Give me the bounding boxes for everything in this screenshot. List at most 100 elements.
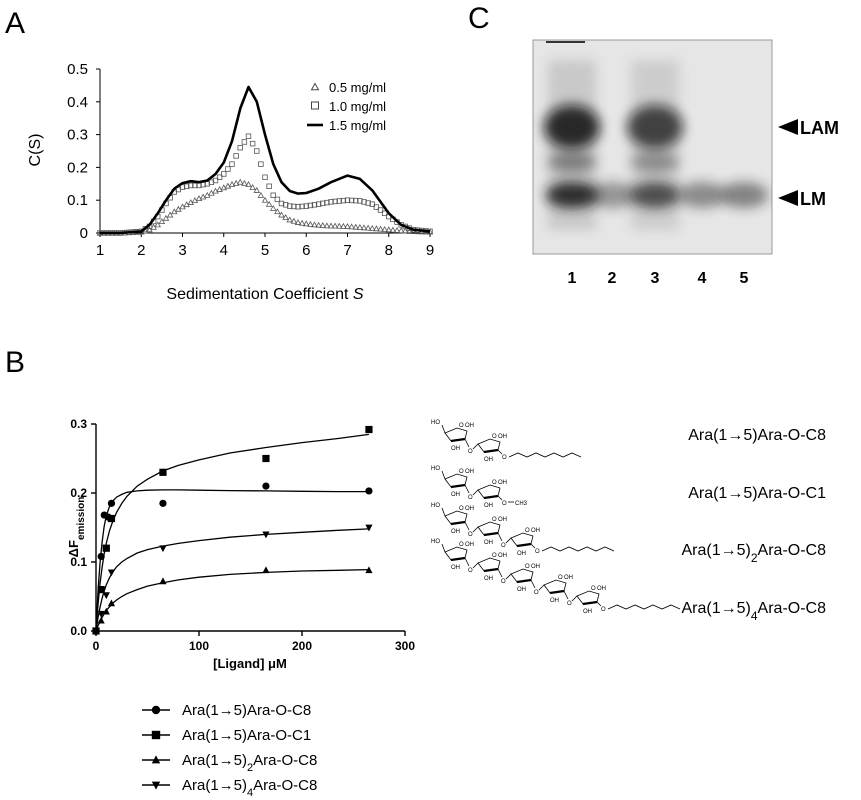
glycosidic-bond [505,537,512,544]
panel-a-data-point [307,202,314,209]
panel-a-legend-marker [310,82,320,91]
panel-a-data-point [269,204,277,211]
panel-a-data-point [261,196,269,203]
hydroxyl-label: OH [517,587,526,593]
panel-a-data-point [245,133,252,139]
glycosidic-bond [505,573,512,580]
panel-a-data-point [212,187,219,194]
panel-a-data-point [340,222,347,229]
panel-b-legend-label: Ara(1→5)4Ara-O-C8 [182,777,317,799]
sugar-ring [576,590,600,605]
gel-image: 1 2 3 4 5 LAM LM [532,39,839,287]
aglycone-bond [497,449,503,455]
panel-label-a: A [5,7,25,40]
hydroxyl-label: OH [465,506,474,512]
panel-a-data-point [208,179,215,185]
panel-a-data-point [290,217,298,224]
panel-a-data-point [389,226,397,233]
panel-b-data-point [159,468,167,476]
hydroxyl-label: OH [498,480,507,486]
panel-a-data-point [311,221,318,228]
sugar-ring [444,510,468,525]
panel-b-data-point [97,586,105,594]
glycosidic-bond [571,595,578,602]
panel-a-data-point [241,139,248,145]
panel-a-legend-label: 1.5 mg/ml [329,118,386,133]
hydroxyl-label: OH [451,529,460,535]
glycosidic-bond [472,443,479,450]
panel-a-legend-marker [311,101,319,110]
panel-a-data-point [397,227,405,234]
hydroxyl-label: OH [597,586,606,592]
aglycone-oxygen-label: O [502,455,507,461]
panel-b-y-axis-label: ΔFemission [66,497,87,558]
panel-b-legend-marker [151,705,161,715]
panel-a-data-point [216,185,223,192]
hydroxyl-label: OH [550,598,559,604]
hydroxyl-label: OH [564,575,573,581]
gel-band-lam [627,105,683,149]
panel-a-data-point [224,182,232,189]
panel-a-data-point [287,203,293,209]
sugar-ring-bold-edge [450,556,466,562]
panel-a-data-point [302,220,310,227]
panel-a-x-tick-label: 6 [302,242,310,259]
hydroxyl-label: OH [465,542,474,548]
panel-a-x-tick-label: 2 [137,242,145,259]
hydroxyl-label: OH [498,434,507,440]
gel-band-lm [678,182,726,208]
glycosidic-bond [530,579,536,589]
panel-a-data-point [298,219,306,226]
panel-b-data-point [262,566,270,574]
gel-band-intermediate [548,152,596,172]
panel-b-data-point [97,616,105,624]
panel-a-data-point [340,197,347,204]
panel-a-data-point [410,228,417,234]
glycosidic-bond [472,562,479,569]
gel-bands [544,60,769,230]
gel-band-lm-arrow [778,190,798,206]
chemical-structures: OOHOHHOOOOHOHOAra(1→5)Ara-O-C8OOHOHHOOOO… [431,420,826,623]
glycosidic-bond [497,568,503,578]
panel-a-data-point [331,222,339,229]
panel-b-y-axis-label-text: ΔF [66,540,81,557]
panel-a-data-point [254,148,260,154]
ring-oxygen-label: O [492,434,497,440]
panel-a-data-point [258,161,264,167]
panel-a-data-point [241,179,248,186]
sugar-ring-bold-edge [516,578,532,584]
linkage-oxygen-label: O [468,532,473,538]
panel-b-legend-label: Ara(1→5)Ara-O-C1 [182,727,311,744]
panel-a-data-point [274,196,281,203]
octyl-chain [607,604,681,610]
hydroxyl-label: OH [531,528,540,534]
panel-a-data-point [401,227,409,234]
panel-a-data-point [162,214,170,221]
linkage-oxygen-label: O [468,568,473,574]
panel-a-data-point [192,182,198,189]
sugar-ring-bold-edge [582,600,598,606]
panel-b-x-axis-unit: μM [268,656,287,671]
linkage-oxygen-label: O [567,601,572,607]
panel-a-data-point [344,197,351,203]
hydroxyl-label: OH [498,517,507,523]
panel-b-data-point [262,531,270,539]
panel-a-data-point [336,198,342,204]
panel-b-x-tick-label: 200 [292,639,312,653]
panel-a-data-point [323,222,331,229]
panel-a-data-point [183,183,190,189]
panel-a-data-point [262,174,268,180]
gel-band-lm [629,182,681,208]
gel-band-intermediate [631,152,679,172]
sugar-ring [444,473,468,488]
panel-a-data-point [381,225,388,232]
panel-b-data-point [102,607,110,615]
panel-label-b: B [5,346,25,379]
panel-a-data-point [236,178,244,185]
panel-a-data-point [315,221,322,228]
hydroxyl-label: OH [517,551,526,557]
panel-a-data-point [303,203,309,209]
sugar-ring-bold-edge [450,483,466,489]
sugar-ring-bold-edge [516,542,532,548]
panel-a-data-point [158,218,166,225]
